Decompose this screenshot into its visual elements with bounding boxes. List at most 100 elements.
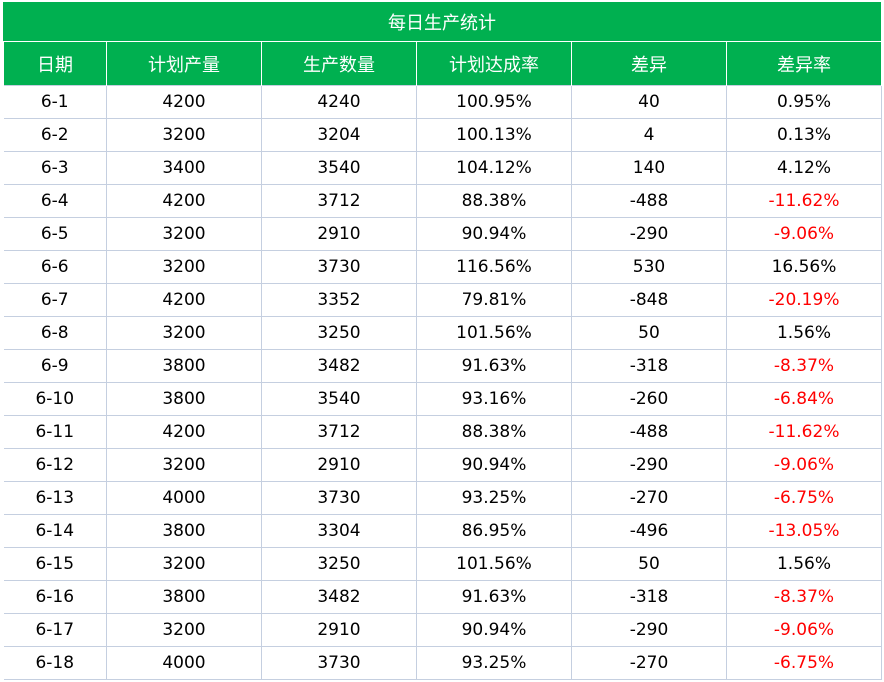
header-difference-rate[interactable]: 差异率	[726, 42, 882, 86]
cell-difference[interactable]: -290	[571, 217, 727, 251]
cell-date[interactable]: 6-10	[3, 382, 107, 416]
cell-difference-rate[interactable]: 1.56%	[726, 547, 882, 581]
cell-date[interactable]: 6-1	[3, 85, 107, 119]
header-date[interactable]: 日期	[3, 42, 107, 86]
cell-difference[interactable]: -290	[571, 448, 727, 482]
cell-difference[interactable]: -318	[571, 349, 727, 383]
cell-planned-output[interactable]: 3200	[106, 547, 262, 581]
cell-planned-output[interactable]: 4200	[106, 184, 262, 218]
cell-planned-output[interactable]: 4000	[106, 481, 262, 515]
cell-date[interactable]: 6-18	[3, 646, 107, 680]
cell-planned-output[interactable]: 3200	[106, 217, 262, 251]
cell-difference[interactable]: 40	[571, 85, 727, 119]
cell-achievement-rate[interactable]: 100.13%	[416, 118, 572, 152]
cell-difference[interactable]: 530	[571, 250, 727, 284]
cell-planned-output[interactable]: 3200	[106, 448, 262, 482]
cell-achievement-rate[interactable]: 93.25%	[416, 646, 572, 680]
cell-achievement-rate[interactable]: 88.38%	[416, 415, 572, 449]
cell-achievement-rate[interactable]: 101.56%	[416, 547, 572, 581]
cell-difference-rate[interactable]: -9.06%	[726, 613, 882, 647]
cell-difference-rate[interactable]: -13.05%	[726, 514, 882, 548]
cell-date[interactable]: 6-14	[3, 514, 107, 548]
cell-planned-output[interactable]: 3200	[106, 250, 262, 284]
cell-difference-rate[interactable]: -11.62%	[726, 184, 882, 218]
cell-date[interactable]: 6-13	[3, 481, 107, 515]
cell-date[interactable]: 6-8	[3, 316, 107, 350]
cell-achievement-rate[interactable]: 90.94%	[416, 613, 572, 647]
cell-planned-output[interactable]: 3800	[106, 382, 262, 416]
cell-difference-rate[interactable]: -20.19%	[726, 283, 882, 317]
cell-date[interactable]: 6-15	[3, 547, 107, 581]
cell-difference-rate[interactable]: -8.37%	[726, 349, 882, 383]
cell-difference[interactable]: 50	[571, 316, 727, 350]
cell-difference[interactable]: -270	[571, 646, 727, 680]
cell-actual-output[interactable]: 4240	[261, 85, 417, 119]
cell-date[interactable]: 6-5	[3, 217, 107, 251]
cell-planned-output[interactable]: 3400	[106, 151, 262, 185]
cell-achievement-rate[interactable]: 90.94%	[416, 448, 572, 482]
cell-achievement-rate[interactable]: 91.63%	[416, 580, 572, 614]
cell-difference-rate[interactable]: -9.06%	[726, 217, 882, 251]
cell-planned-output[interactable]: 4000	[106, 646, 262, 680]
cell-actual-output[interactable]: 3730	[261, 481, 417, 515]
cell-actual-output[interactable]: 3304	[261, 514, 417, 548]
cell-difference[interactable]: -318	[571, 580, 727, 614]
cell-planned-output[interactable]: 3800	[106, 349, 262, 383]
cell-actual-output[interactable]: 3204	[261, 118, 417, 152]
cell-difference[interactable]: -488	[571, 184, 727, 218]
cell-date[interactable]: 6-3	[3, 151, 107, 185]
header-difference[interactable]: 差异	[571, 42, 727, 86]
cell-difference[interactable]: -496	[571, 514, 727, 548]
cell-actual-output[interactable]: 3482	[261, 580, 417, 614]
cell-achievement-rate[interactable]: 79.81%	[416, 283, 572, 317]
cell-actual-output[interactable]: 2910	[261, 613, 417, 647]
cell-actual-output[interactable]: 3730	[261, 646, 417, 680]
cell-difference-rate[interactable]: 4.12%	[726, 151, 882, 185]
cell-difference[interactable]: -260	[571, 382, 727, 416]
cell-actual-output[interactable]: 2910	[261, 448, 417, 482]
cell-planned-output[interactable]: 4200	[106, 283, 262, 317]
cell-difference-rate[interactable]: -8.37%	[726, 580, 882, 614]
cell-planned-output[interactable]: 3200	[106, 613, 262, 647]
cell-achievement-rate[interactable]: 93.25%	[416, 481, 572, 515]
cell-difference[interactable]: 4	[571, 118, 727, 152]
header-achievement-rate[interactable]: 计划达成率	[416, 42, 572, 86]
cell-difference-rate[interactable]: -6.75%	[726, 481, 882, 515]
cell-planned-output[interactable]: 3800	[106, 580, 262, 614]
cell-planned-output[interactable]: 3200	[106, 118, 262, 152]
cell-difference[interactable]: -290	[571, 613, 727, 647]
cell-date[interactable]: 6-11	[3, 415, 107, 449]
cell-difference-rate[interactable]: -6.75%	[726, 646, 882, 680]
cell-date[interactable]: 6-16	[3, 580, 107, 614]
cell-difference-rate[interactable]: -11.62%	[726, 415, 882, 449]
cell-date[interactable]: 6-7	[3, 283, 107, 317]
cell-difference-rate[interactable]: 1.56%	[726, 316, 882, 350]
cell-achievement-rate[interactable]: 90.94%	[416, 217, 572, 251]
cell-actual-output[interactable]: 3730	[261, 250, 417, 284]
header-planned-output[interactable]: 计划产量	[106, 42, 262, 86]
cell-difference[interactable]: 50	[571, 547, 727, 581]
cell-difference[interactable]: -270	[571, 481, 727, 515]
cell-date[interactable]: 6-17	[3, 613, 107, 647]
cell-difference-rate[interactable]: 16.56%	[726, 250, 882, 284]
cell-planned-output[interactable]: 3800	[106, 514, 262, 548]
cell-achievement-rate[interactable]: 86.95%	[416, 514, 572, 548]
cell-difference[interactable]: -848	[571, 283, 727, 317]
header-actual-output[interactable]: 生产数量	[261, 42, 417, 86]
cell-achievement-rate[interactable]: 101.56%	[416, 316, 572, 350]
cell-difference-rate[interactable]: 0.95%	[726, 85, 882, 119]
cell-actual-output[interactable]: 3540	[261, 382, 417, 416]
cell-planned-output[interactable]: 4200	[106, 85, 262, 119]
cell-planned-output[interactable]: 4200	[106, 415, 262, 449]
cell-achievement-rate[interactable]: 93.16%	[416, 382, 572, 416]
cell-achievement-rate[interactable]: 91.63%	[416, 349, 572, 383]
sheet-title[interactable]: 每日生产统计	[3, 2, 881, 42]
cell-date[interactable]: 6-4	[3, 184, 107, 218]
cell-actual-output[interactable]: 3712	[261, 184, 417, 218]
cell-difference[interactable]: 140	[571, 151, 727, 185]
cell-date[interactable]: 6-9	[3, 349, 107, 383]
cell-achievement-rate[interactable]: 104.12%	[416, 151, 572, 185]
cell-actual-output[interactable]: 3250	[261, 547, 417, 581]
cell-actual-output[interactable]: 3250	[261, 316, 417, 350]
cell-planned-output[interactable]: 3200	[106, 316, 262, 350]
